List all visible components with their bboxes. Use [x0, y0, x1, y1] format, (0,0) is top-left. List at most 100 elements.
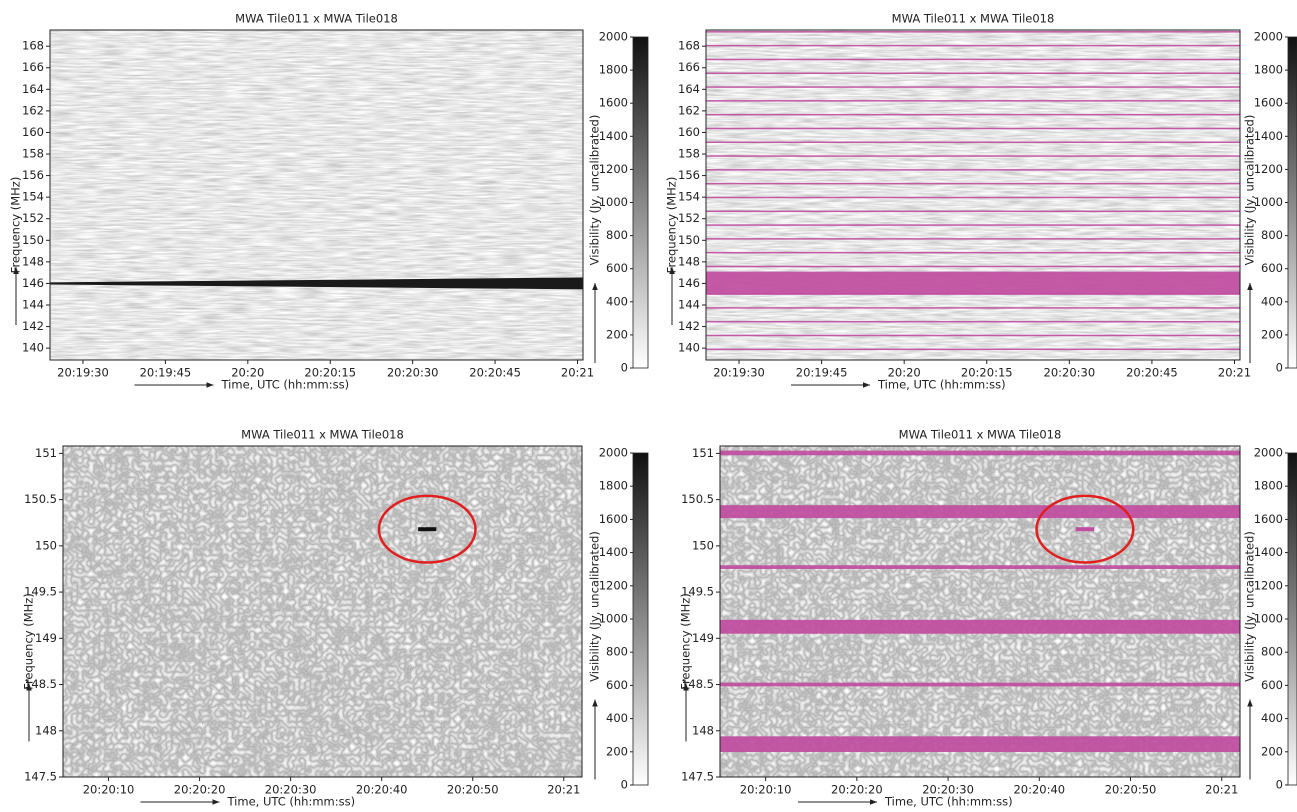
colorbar-tick-label: 1200: [599, 162, 628, 176]
flagged-band: [706, 128, 1240, 129]
colorbar: [633, 453, 648, 785]
y-tick-label: 148: [22, 254, 44, 268]
y-tick-label: 152: [678, 211, 700, 225]
flagged-band: [706, 100, 1240, 102]
colorbar-tick-label: 800: [606, 645, 628, 659]
heatmap-background: [63, 446, 582, 777]
x-tick-label: 20:19:30: [57, 366, 109, 380]
panel: MWA Tile011 x MWA Tile018 20:20:10 20:20:2…: [22, 428, 649, 809]
flagged-band: [706, 321, 1240, 323]
chart-title: MWA Tile011 x MWA Tile018: [241, 428, 404, 442]
y-tick-label: 164: [22, 82, 44, 96]
x-tick-label: 20:20:20: [831, 783, 883, 797]
colorbar-tick-label: 0: [1276, 361, 1283, 375]
y-tick-label: 166: [678, 60, 700, 74]
y-tick-label: 150: [692, 538, 714, 552]
heatmap-background: [720, 446, 1240, 777]
colorbar-tick-label: 2000: [599, 30, 628, 44]
colorbar-tick-label: 1000: [1254, 612, 1283, 626]
x-axis-label: Time, UTC (hh:mm:ss): [884, 795, 1013, 809]
colorbar-tick-label: 2000: [599, 446, 628, 460]
event-mark: [418, 527, 436, 531]
colorbar-tick-label: 800: [1261, 228, 1283, 242]
x-tick-label: 20:20:50: [447, 783, 499, 797]
x-axis-label: Time, UTC (hh:mm:ss): [877, 378, 1006, 392]
flagged-band: [720, 683, 1240, 687]
y-tick-label: 164: [678, 82, 700, 96]
colorbar-tick-label: 1000: [1254, 195, 1283, 209]
x-tick-label: 20:20:20: [174, 783, 226, 797]
y-axis-label: Frequency (MHz): [22, 593, 36, 690]
colorbar-tick-label: 1000: [599, 612, 628, 626]
y-tick-label: 154: [678, 190, 700, 204]
colorbar-tick-label: 800: [1261, 645, 1283, 659]
x-tick-label: 20:20:30: [1044, 366, 1096, 380]
colorbar-tick-label: 1200: [1254, 578, 1283, 592]
y-tick-label: 168: [22, 39, 44, 53]
y-tick-label: 156: [22, 168, 44, 182]
colorbar-tick-label: 600: [606, 678, 628, 692]
y-tick-label: 158: [22, 147, 44, 161]
y-tick-label: 142: [22, 319, 44, 333]
flagged-band: [706, 224, 1240, 226]
colorbar-label: Visibility (Jy, uncalibrated): [588, 115, 602, 266]
colorbar-tick-label: 400: [606, 711, 628, 725]
y-tick-label: 150: [678, 233, 700, 247]
y-tick-label: 151: [692, 446, 714, 460]
y-tick-label: 160: [22, 125, 44, 139]
colorbar-tick-label: 1800: [1254, 479, 1283, 493]
y-tick-label: 162: [678, 103, 700, 117]
flagged-band: [706, 155, 1240, 157]
colorbar-tick-label: 1800: [599, 479, 628, 493]
colorbar-tick-label: 600: [606, 261, 628, 275]
colorbar-tick-label: 200: [1261, 744, 1283, 758]
x-axis-label: Time, UTC (hh:mm:ss): [227, 795, 356, 809]
colorbar-tick-label: 200: [606, 327, 628, 341]
y-tick-label: 147.5: [24, 770, 57, 784]
colorbar-tick-label: 800: [606, 228, 628, 242]
y-tick-label: 166: [22, 60, 44, 74]
flagged-band: [706, 293, 1240, 295]
y-tick-label: 162: [22, 103, 44, 117]
colorbar-label: Visibility (Jy, uncalibrated): [1243, 115, 1257, 266]
event-mark: [1076, 527, 1094, 531]
colorbar-tick-label: 1800: [599, 63, 628, 77]
y-tick-label: 150.5: [24, 492, 57, 506]
x-axis-label: Time, UTC (hh:mm:ss): [221, 378, 350, 392]
flagged-band: [706, 72, 1240, 74]
x-tick-label: 20:20:50: [1105, 783, 1157, 797]
colorbar-tick-label: 0: [621, 361, 628, 375]
plot-area: [418, 527, 436, 531]
colorbar: [633, 37, 648, 368]
flagged-band: [706, 31, 1240, 32]
y-tick-label: 158: [678, 147, 700, 161]
x-tick-label: 20:21: [1218, 366, 1251, 380]
y-tick-label: 156: [678, 168, 700, 182]
flagged-band: [706, 272, 1240, 295]
flagged-band: [720, 505, 1240, 518]
flagged-band: [706, 183, 1240, 185]
flagged-band: [706, 169, 1240, 171]
y-axis-label: Frequency (MHz): [9, 177, 23, 274]
colorbar-tick-label: 400: [1261, 294, 1283, 308]
colorbar: [1288, 453, 1297, 785]
colorbar-tick-label: 1600: [1254, 512, 1283, 526]
y-tick-label: 146: [22, 276, 44, 290]
y-tick-label: 160: [678, 125, 700, 139]
x-tick-label: 20:21: [561, 366, 594, 380]
colorbar-tick-label: 600: [1261, 678, 1283, 692]
x-tick-label: 20:20:10: [83, 783, 135, 797]
x-tick-label: 20:19:45: [796, 366, 848, 380]
flagged-band: [720, 736, 1240, 752]
colorbar-tick-label: 0: [621, 778, 628, 792]
y-tick-label: 148: [692, 723, 714, 737]
flagged-band: [706, 45, 1240, 47]
heatmap-background: [50, 30, 583, 360]
flagged-band: [720, 620, 1240, 634]
flagged-band: [706, 266, 1240, 268]
flagged-band: [720, 565, 1240, 569]
x-tick-label: 20:20:45: [1126, 366, 1178, 380]
